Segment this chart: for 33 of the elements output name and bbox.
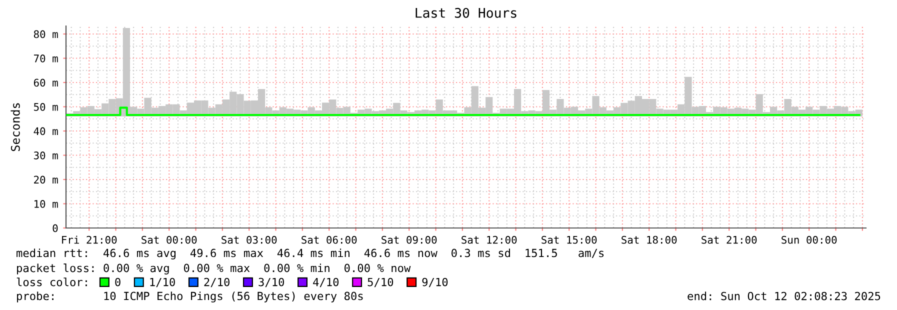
text: probe: 10 ICMP Echo Pings (56 Bytes) every 80s <box>17 292 363 302</box>
text: end: Sun Oct 12 02:08:23 2025 <box>688 292 880 300</box>
x-tick-label: Sat 00:00 <box>142 236 197 244</box>
legend-label: 2/10 <box>204 278 230 288</box>
legend-label: 3/10 <box>258 278 284 288</box>
text: packet loss: 0.00 % avg 0.00 % max 0.00 % min 0.00 % now <box>17 264 411 274</box>
y-tick-label: 10 m <box>34 200 58 208</box>
y-tick-label: 40 m <box>34 127 58 136</box>
legend-label: 5/10 <box>368 278 394 288</box>
x-tick-label: Sun 00:00 <box>782 236 837 244</box>
x-tick-label: Sat 09:00 <box>382 236 437 244</box>
legend-label: 0 <box>115 278 120 286</box>
y-tick-label: 80 m <box>34 30 58 38</box>
text: loss color: <box>16 278 87 286</box>
y-axis-title: Seconds <box>10 103 20 152</box>
x-tick-label: Sat 15:00 <box>542 236 597 244</box>
chart-title: Last 30 Hours <box>416 8 516 18</box>
legend-label: 1/10 <box>150 278 175 288</box>
y-tick-label: 60 m <box>34 78 58 87</box>
x-tick-label: Sat 18:00 <box>622 236 677 244</box>
x-tick-label: Sat 06:00 <box>302 236 357 244</box>
y-tick-label: 70 m <box>34 54 58 62</box>
y-tick-label: 50 m <box>34 103 58 111</box>
text: median rtt: 46.6 ms avg 49.6 ms max 46.4 ms min 46.6 ms now 0.3 ms sd 151.5 am/s <box>16 248 604 260</box>
y-tick-label: 20 m <box>34 176 58 184</box>
y-tick-label: 0 <box>52 224 58 232</box>
x-tick-label: Fri 21:00 <box>62 236 117 244</box>
legend-label: 4/10 <box>313 278 339 288</box>
x-tick-label: Sat 21:00 <box>702 236 757 244</box>
y-tick-label: 30 m <box>34 152 58 160</box>
x-tick-label: Sat 12:00 <box>462 236 517 244</box>
x-tick-label: Sat 03:00 <box>222 236 277 244</box>
legend-label: 9/10 <box>422 278 448 288</box>
